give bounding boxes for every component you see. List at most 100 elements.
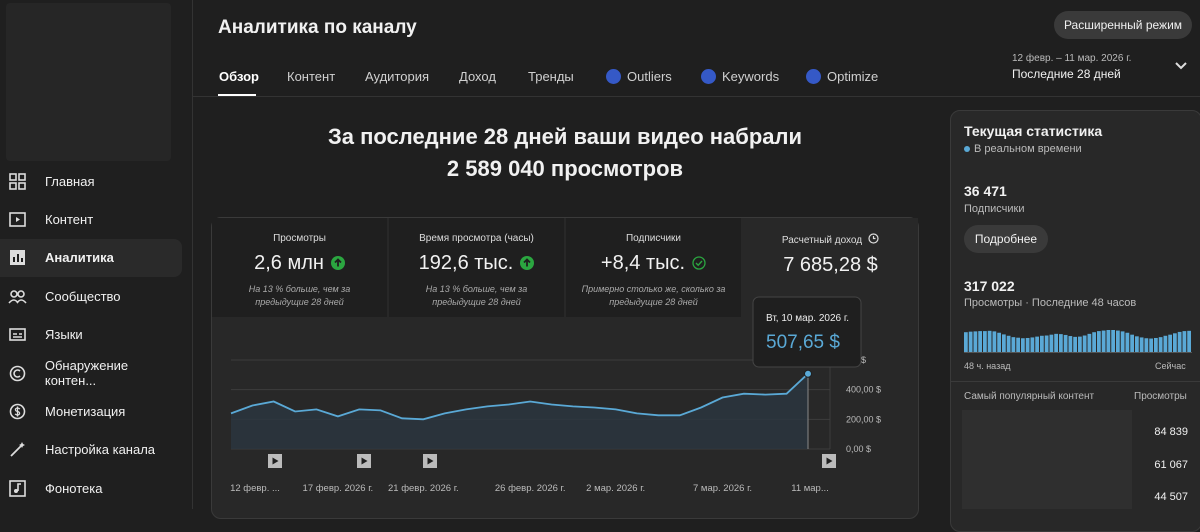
tab-icon <box>606 69 621 84</box>
realtime-bar <box>1135 336 1139 352</box>
nav-item[interactable]: Фонотека <box>0 469 182 507</box>
nav-icon <box>8 289 27 304</box>
metric-note: На 13 % больше, чем за предыдущие 28 дне… <box>248 284 351 307</box>
x-tick-label: 26 февр. 2026 г. <box>495 483 566 494</box>
tab[interactable]: Outliers <box>606 69 672 84</box>
metric-note: На 13 % больше, чем за предыдущие 28 дне… <box>425 284 528 307</box>
realtime-bar <box>1092 332 1096 352</box>
top-value: 44 507 <box>1154 491 1188 503</box>
metric-value: +8,4 тыс. <box>566 252 741 275</box>
metric-label: Просмотры <box>212 233 387 244</box>
metric-label: Время просмотра (часы) <box>389 233 564 244</box>
realtime-bar <box>1149 338 1153 352</box>
realtime-live: В реальном времени <box>964 143 1082 155</box>
nav-item[interactable]: Сообщество <box>0 277 182 315</box>
tab-label: Optimize <box>827 69 879 84</box>
metric-card[interactable]: Просмотры 2,6 млн На 13 % больше, чем за п… <box>212 218 387 317</box>
top-value: 84 839 <box>1154 426 1188 438</box>
realtime-bar <box>1163 335 1168 352</box>
trend-icon <box>520 256 535 270</box>
revenue-line <box>230 373 809 421</box>
realtime-bar <box>1002 334 1006 352</box>
nav-item[interactable]: Монетизация <box>0 392 182 430</box>
tab-label: Keywords <box>722 69 780 84</box>
realtime-bar <box>1111 330 1115 352</box>
realtime-bar <box>1068 336 1073 352</box>
metric-value-text: 2,6 млн <box>254 252 324 274</box>
tooltip-box <box>752 296 862 368</box>
period-dropdown[interactable] <box>1174 61 1188 71</box>
tooltip-title: Вт, 10 мар. 2026 г. <box>766 313 849 324</box>
realtime-bar <box>1044 335 1049 352</box>
nav-label: Контент <box>45 211 94 227</box>
nav-item[interactable]: Настройка канала <box>0 431 182 469</box>
realtime-bar <box>1006 335 1011 352</box>
metric-value-text: +8,4 тыс. <box>600 252 686 274</box>
live-dot <box>964 146 970 152</box>
metric-value-text: 7 685,28 $ <box>783 254 878 276</box>
realtime-bar <box>1187 330 1191 352</box>
realtime-bar <box>1173 333 1177 352</box>
tab-icon <box>701 69 716 84</box>
realtime-bar <box>973 331 978 352</box>
nav-label: Сообщество <box>45 288 121 304</box>
realtime-bar <box>983 331 987 352</box>
nav-label: Настройка канала <box>45 442 156 458</box>
live-label: В реальном времени <box>974 143 1082 155</box>
metric-value: 2,6 млн <box>212 252 387 275</box>
realtime-bar <box>1168 334 1172 352</box>
x-tick-label: 11 мар... <box>791 483 829 494</box>
video-marker[interactable] <box>268 454 282 468</box>
advanced-mode-button[interactable]: Расширенный режим <box>1054 11 1192 39</box>
tab[interactable]: Optimize <box>806 69 878 84</box>
nav-item[interactable]: Контент <box>0 200 182 238</box>
nav-icon <box>9 212 26 227</box>
area-fill <box>231 373 808 449</box>
metric-card[interactable]: Время просмотра (часы) 192,6 тыс. На 13 % … <box>389 218 564 317</box>
nav-icon <box>9 403 26 420</box>
realtime-bar <box>1182 331 1187 352</box>
tab-label: Outliers <box>627 69 672 84</box>
tab-label: Аудитория <box>365 69 430 84</box>
tab[interactable]: Контент <box>287 69 335 84</box>
nav-icon <box>9 172 26 190</box>
metric-card[interactable]: Подписчики +8,4 тыс. Примерно столько же, … <box>566 218 741 317</box>
nav-label: Языки <box>45 327 83 343</box>
metric-label-text: Время просмотра (часы) <box>419 233 534 244</box>
realtime-title: Текущая статистика <box>964 123 1103 139</box>
channel-avatar <box>6 3 171 161</box>
tab[interactable]: Обзор <box>219 69 259 84</box>
metric-label-text: Расчетный доход <box>781 235 863 246</box>
headline-line: 2 589 040 просмотров <box>446 156 684 181</box>
page-title: Аналитика по каналу <box>218 17 417 38</box>
nav-icon <box>9 365 26 381</box>
video-marker[interactable] <box>423 454 437 468</box>
divider <box>950 381 1200 382</box>
tab[interactable]: Keywords <box>701 69 779 84</box>
nav-item[interactable]: Главная <box>0 162 182 200</box>
video-marker[interactable] <box>822 454 836 468</box>
realtime-bar <box>1101 330 1106 352</box>
nav-item[interactable]: Аналитика <box>0 238 182 277</box>
clock-icon <box>868 233 879 244</box>
video-marker[interactable] <box>357 454 371 468</box>
details-button[interactable]: Подробнее <box>964 225 1048 253</box>
nav-icon <box>9 328 26 341</box>
nav-item[interactable]: Обнаружение контен... <box>0 354 182 392</box>
sidebar: Главная Контент Аналитика Сообщество Языки Об… <box>0 0 193 509</box>
x-tick-label: 7 мар. 2026 г. <box>693 483 752 494</box>
tab[interactable]: Тренды <box>528 69 574 84</box>
realtime-bar <box>987 330 992 352</box>
nav-item[interactable]: Языки <box>0 316 182 354</box>
tab-label: Доход <box>459 69 496 84</box>
subscribers-value: 36 471 <box>964 183 1007 199</box>
tab-label: Обзор <box>219 69 259 84</box>
tab[interactable]: Аудитория <box>365 69 429 84</box>
headline-line: За последние 28 дней ваши видео набрали <box>327 124 803 149</box>
realtime-bar <box>964 332 968 352</box>
realtime-bar <box>1030 337 1035 352</box>
realtime-bar <box>1106 330 1111 352</box>
tab[interactable]: Доход <box>459 69 496 84</box>
realtime-bar <box>1177 331 1182 352</box>
metric-label-text: Подписчики <box>625 233 681 244</box>
